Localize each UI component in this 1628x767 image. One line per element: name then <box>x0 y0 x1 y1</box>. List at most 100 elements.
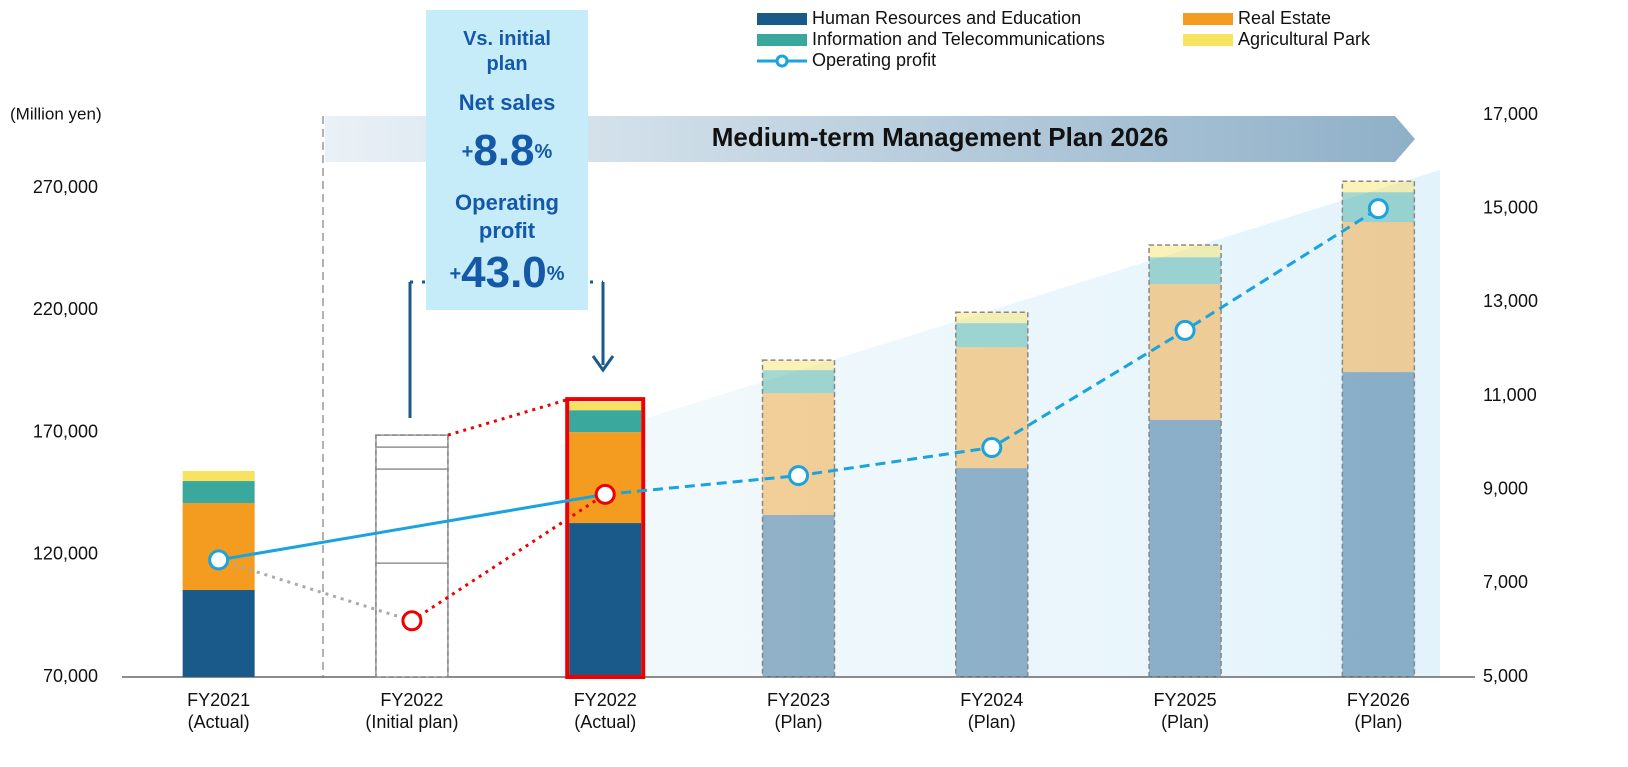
y-tick-label: 70,000 <box>43 666 98 686</box>
legend-swatch <box>1183 34 1233 46</box>
bar-segment <box>762 370 835 394</box>
x-tick-line: FY2022 <box>380 690 443 710</box>
x-tick-line: (Actual) <box>188 712 250 732</box>
line-marker <box>981 437 1003 459</box>
legend-swatch <box>1183 13 1233 25</box>
y2-tick-label: 17,000 <box>1483 104 1538 124</box>
line: profit <box>479 218 536 243</box>
bar-segment <box>182 481 255 504</box>
line-marker <box>208 549 230 571</box>
unit: % <box>547 263 565 285</box>
highlight-box <box>565 397 646 679</box>
annotation: Vs. initial plan Net sales +8.8% Operatin… <box>449 28 564 296</box>
bar-segment <box>569 523 642 677</box>
background-wedge <box>560 170 1440 677</box>
annotation-arrow <box>591 282 615 373</box>
y2-tick-label: 15,000 <box>1483 197 1538 217</box>
banner-arrow <box>325 116 1415 162</box>
bar-segment <box>569 410 642 433</box>
line-marker <box>788 465 809 487</box>
line-segment <box>411 493 607 623</box>
annotation-heading: Vs. initial plan <box>463 28 551 75</box>
bar-segment <box>1149 257 1222 285</box>
line: plan <box>486 53 527 75</box>
bar-outline <box>1148 244 1222 678</box>
legend-label: Real Estate <box>1238 8 1331 28</box>
banner-text: Medium-term Management Plan 2026 <box>712 122 1169 152</box>
sign: + <box>449 263 461 285</box>
x-tick-line: (Initial plan) <box>365 712 458 732</box>
line-marker <box>1367 198 1389 220</box>
y-tick-label: 270,000 <box>33 177 98 197</box>
annotation-value: +43.0% <box>449 248 564 297</box>
x-tick-label: FY2022 (Actual) <box>574 690 637 732</box>
bar-segment <box>762 360 835 371</box>
legend-label: Agricultural Park <box>1238 29 1371 49</box>
legend-label: Operating profit <box>812 50 936 70</box>
legend-swatch <box>775 54 789 68</box>
bar-outline <box>375 434 449 678</box>
x-tick-label: FY2022 (Initial plan) <box>365 690 458 732</box>
bar-segment <box>375 446 449 470</box>
bar-segment <box>762 393 835 515</box>
legend-swatch <box>757 34 807 46</box>
y2-tick-label: 7,000 <box>1483 572 1528 592</box>
line: Vs. initial <box>463 28 551 50</box>
x-tick-label: FY2021 (Actual) <box>187 690 250 732</box>
legend-label: Information and Telecommunications <box>812 29 1105 49</box>
line: Operating <box>455 190 559 215</box>
annotation-box <box>426 10 588 310</box>
x-tick-label: FY2025 (Plan) <box>1154 690 1217 732</box>
x-tick-line: FY2021 <box>187 690 250 710</box>
bar-segment <box>1149 419 1222 677</box>
bar-segment <box>182 590 255 677</box>
bar-segment <box>955 312 1028 324</box>
sign: + <box>462 141 474 163</box>
x-tick-line: FY2025 <box>1154 690 1217 710</box>
annotation-value: +8.8% <box>462 126 553 175</box>
x-tick-line: (Plan) <box>1354 712 1402 732</box>
x-tick-line: FY2024 <box>960 690 1023 710</box>
bar-outline <box>955 311 1029 678</box>
x-tick-label: FY2023 (Plan) <box>767 690 830 732</box>
bar-segment <box>569 432 642 524</box>
bar-outline <box>1341 180 1416 678</box>
bar-outline <box>761 359 836 678</box>
bar-segment <box>569 402 642 411</box>
x-tick-line: FY2026 <box>1347 690 1410 710</box>
x-tick-line: (Actual) <box>574 712 636 732</box>
bar-segment <box>375 434 449 448</box>
annotation-label: Net sales <box>459 90 556 115</box>
line-segment <box>218 492 606 562</box>
bar-segment <box>375 468 449 564</box>
x-tick-label: FY2024 (Plan) <box>960 690 1023 732</box>
bar-segment <box>1149 244 1222 258</box>
line-marker <box>594 483 616 505</box>
number: 43.0 <box>461 248 547 297</box>
bar-segment <box>1342 222 1415 373</box>
y-tick-label: 220,000 <box>33 299 98 319</box>
bar-segment <box>1342 372 1415 677</box>
plot: 70,000 120,000 170,000 220,000 270,000 5,000 7… <box>33 104 1538 732</box>
y2-tick-label: 9,000 <box>1483 478 1528 498</box>
y-tick-label: 120,000 <box>33 544 98 564</box>
y-axis-label: (Million yen) <box>10 104 102 123</box>
x-tick-line: FY2022 <box>574 690 637 710</box>
annotation-label: Operating profit <box>455 190 559 243</box>
line-marker <box>401 610 423 632</box>
bar-segment <box>182 471 255 482</box>
x-tick-line: (Plan) <box>774 712 822 732</box>
bar-segment <box>955 468 1028 677</box>
legend-swatch <box>757 13 807 25</box>
x-tick-line: (Plan) <box>1161 712 1209 732</box>
bar-segment <box>182 503 255 591</box>
x-tick-line: (Plan) <box>968 712 1016 732</box>
bar-segment <box>1149 284 1222 420</box>
line-marker <box>1174 319 1196 341</box>
x-tick-label: FY2026 (Plan) <box>1347 690 1410 732</box>
number: 8.8 <box>473 126 534 175</box>
y2-tick-label: 5,000 <box>1483 666 1528 686</box>
line-segment <box>218 558 413 623</box>
